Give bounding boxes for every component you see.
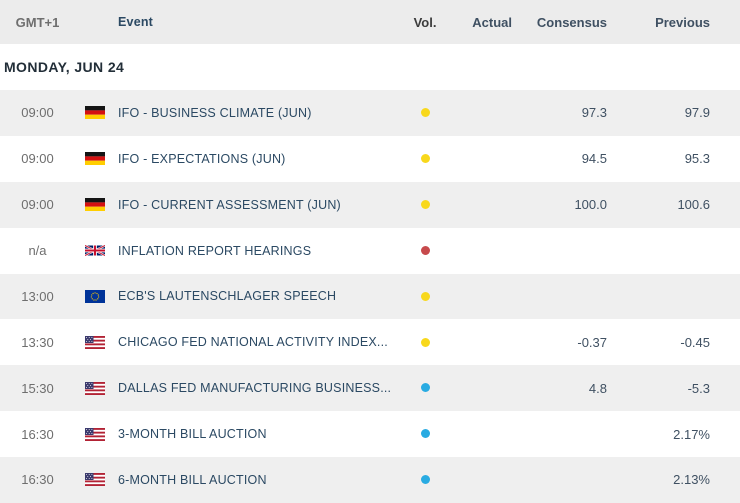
volatility-dot-icon — [420, 475, 430, 485]
column-header-previous: Previous — [655, 14, 710, 30]
flag-us-icon — [85, 473, 105, 487]
previous-value: 2.17% — [673, 426, 710, 442]
flag-de-icon — [85, 198, 105, 212]
event-row[interactable]: 09:00 IFO - EXPECTATIONS (JUN) 94.5 95.3 — [0, 135, 740, 182]
event-row[interactable]: 15:30 DALLAS FED MANUFACTURING BUSINESS..… — [0, 365, 740, 412]
event-time: 13:00 — [21, 288, 54, 304]
flag-cell — [75, 289, 112, 303]
event-row[interactable]: n/a INFLATION REPORT HEARINGS — [0, 227, 740, 274]
volatility-dot-icon — [420, 154, 430, 164]
event-time: 16:30 — [21, 426, 54, 442]
flag-cell — [75, 381, 112, 395]
column-header-time: GMT+1 — [15, 14, 60, 30]
event-row[interactable]: 09:00 IFO - BUSINESS CLIMATE (JUN) 97.3 97.… — [0, 90, 740, 136]
volatility-dot-icon — [420, 108, 430, 118]
event-name: 6-MONTH BILL AUCTION — [118, 472, 267, 487]
event-rows: 09:00 IFO - BUSINESS CLIMATE (JUN) 97.3 97.… — [0, 90, 740, 503]
event-name: INFLATION REPORT HEARINGS — [118, 243, 312, 258]
event-time: 09:00 — [21, 151, 54, 167]
volatility-cell — [400, 242, 450, 260]
consensus-value: 97.3 — [581, 105, 607, 121]
event-time: 09:00 — [21, 105, 54, 121]
column-header-vol: Vol. — [413, 14, 437, 30]
previous-value: 95.3 — [684, 151, 710, 167]
volatility-cell — [400, 379, 450, 397]
previous-value: 100.6 — [677, 197, 710, 213]
volatility-cell — [400, 287, 450, 305]
event-name: IFO - CURRENT ASSESSMENT (JUN) — [118, 197, 341, 212]
flag-gb-icon — [85, 244, 105, 257]
flag-us-icon — [85, 381, 105, 395]
event-time: 16:30 — [21, 472, 54, 488]
volatility-dot-icon — [420, 245, 430, 255]
event-row[interactable]: 13:30 CHICAGO FED NATIONAL ACTIVITY INDEX… — [0, 319, 740, 366]
date-header-label: MONDAY, JUN 24 — [4, 59, 125, 75]
flag-de-icon — [85, 106, 105, 120]
volatility-cell — [400, 333, 450, 351]
column-header-actual: Actual — [472, 14, 512, 30]
event-time: 15:30 — [21, 380, 54, 396]
volatility-dot-icon — [420, 337, 430, 347]
flag-cell — [75, 244, 112, 257]
volatility-dot-icon — [420, 291, 430, 301]
previous-value: -0.45 — [680, 334, 710, 350]
flag-de-icon — [85, 152, 105, 166]
event-name: ECB'S LAUTENSCHLAGER SPEECH — [118, 289, 337, 304]
event-name: DALLAS FED MANUFACTURING BUSINESS... — [118, 381, 392, 396]
flag-cell — [75, 106, 112, 120]
flag-cell — [75, 152, 112, 166]
flag-us-icon — [85, 427, 105, 441]
volatility-dot-icon — [420, 429, 430, 439]
flag-eu-icon — [85, 289, 105, 303]
volatility-cell — [400, 471, 450, 489]
previous-value: 97.9 — [684, 105, 710, 121]
event-row[interactable]: 13:00 ECB'S LAUTENSCHLAGER SPEECH — [0, 273, 740, 320]
event-row[interactable]: 16:30 3-MONTH BILL AUCTION 2.17% — [0, 411, 740, 457]
consensus-value: 4.8 — [588, 380, 607, 396]
flag-cell — [75, 335, 112, 349]
date-header: MONDAY, JUN 24 — [0, 44, 740, 90]
event-name: IFO - EXPECTATIONS (JUN) — [118, 151, 286, 166]
flag-us-icon — [85, 335, 105, 349]
volatility-cell — [400, 150, 450, 168]
calendar-header-row: GMT+1 Event Vol. Actual Consensus Previo… — [0, 0, 740, 44]
event-time: n/a — [28, 243, 47, 259]
consensus-value: 94.5 — [581, 151, 607, 167]
event-time: 13:30 — [21, 334, 54, 350]
consensus-value: 100.0 — [574, 197, 607, 213]
flag-cell — [75, 427, 112, 441]
event-row[interactable]: 16:30 6-MONTH BILL AUCTION 2.13% — [0, 457, 740, 503]
column-header-consensus: Consensus — [536, 14, 607, 30]
flag-cell — [75, 198, 112, 212]
volatility-dot-icon — [420, 199, 430, 209]
consensus-value: -0.37 — [577, 334, 607, 350]
event-name: 3-MONTH BILL AUCTION — [118, 427, 267, 442]
volatility-cell — [400, 425, 450, 443]
column-header-event: Event — [118, 15, 154, 29]
volatility-cell — [400, 196, 450, 214]
event-row[interactable]: 09:00 IFO - CURRENT ASSESSMENT (JUN) 100.0… — [0, 181, 740, 228]
event-name: CHICAGO FED NATIONAL ACTIVITY INDEX... — [118, 335, 388, 350]
event-time: 09:00 — [21, 197, 54, 213]
volatility-dot-icon — [420, 383, 430, 393]
previous-value: -5.3 — [687, 380, 710, 396]
previous-value: 2.13% — [673, 472, 710, 488]
event-name: IFO - BUSINESS CLIMATE (JUN) — [118, 105, 312, 120]
volatility-cell — [400, 104, 450, 122]
flag-cell — [75, 473, 112, 487]
